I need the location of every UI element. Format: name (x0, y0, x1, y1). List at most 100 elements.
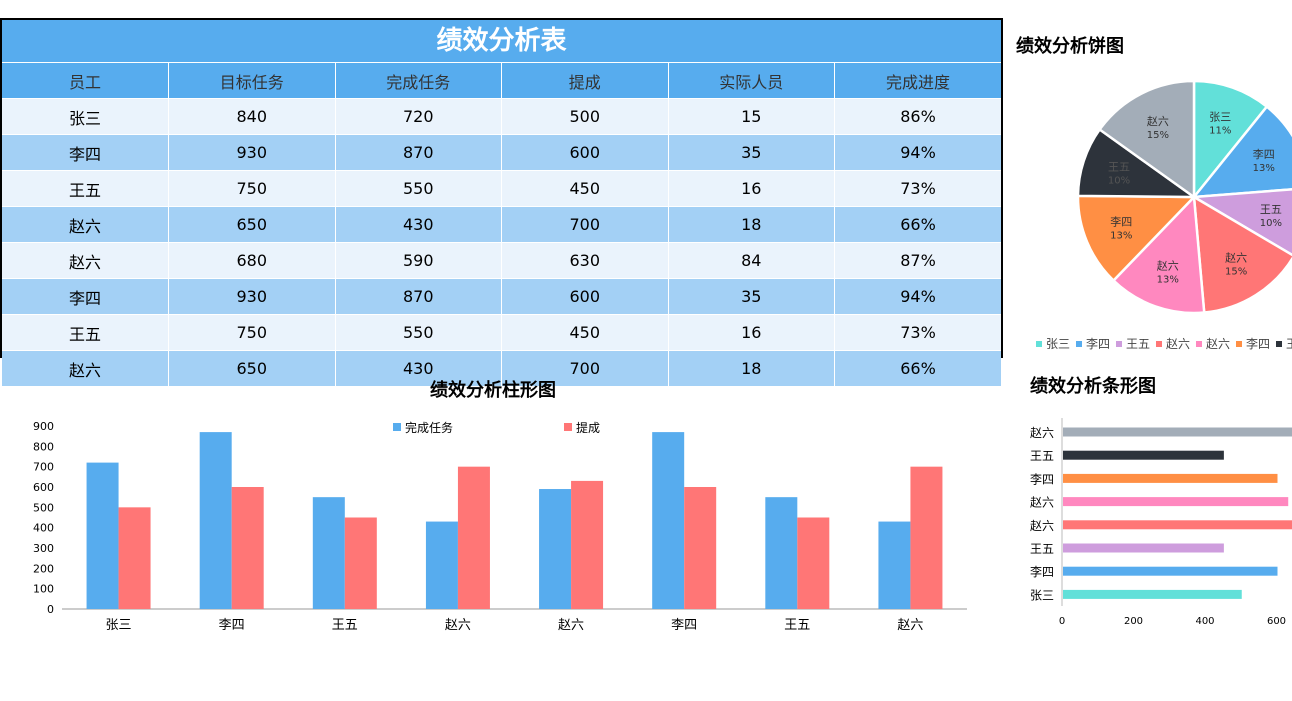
pie-legend-label: 赵六 (1166, 337, 1190, 351)
y-tick-label: 900 (33, 420, 54, 433)
pie-slice-category-label: 王五 (1108, 161, 1130, 174)
pie-legend-label: 王五 (1126, 337, 1150, 351)
pie-legend-label: 王 (1286, 337, 1292, 351)
table-header-cell: 员工 (2, 62, 169, 99)
pie-slice (1192, 194, 1292, 314)
table-cell: 450 (501, 170, 669, 207)
table-cell: 700 (501, 206, 669, 243)
hbar-category-label: 王五 (1030, 542, 1054, 556)
table-cell: 930 (168, 278, 336, 315)
table-cell: 550 (335, 170, 502, 207)
table-header-cell: 目标任务 (168, 62, 336, 99)
column-chart: 0 100 200 300 400 500 600 700 800 900 张三 李四 王五 赵六 赵六 李四… (33, 420, 967, 633)
pie-slice-category-label: 李四 (1110, 214, 1132, 228)
table-row: 赵六 650 430 700 18 66% (2, 350, 1001, 386)
pie-slice (1076, 194, 1197, 283)
table-body: 张三 840 720 500 15 86% 李四 930 870 600 35 94% 王五 750 550… (2, 98, 1001, 386)
pie-legend-swatch (1196, 341, 1202, 347)
pie-slice (1189, 188, 1292, 257)
pie-slice-percent-label: 13% (1253, 163, 1275, 174)
table-cell: 430 (335, 206, 502, 243)
column-legend-swatch (393, 423, 401, 431)
pie-chart: 张三 11% 李四 13% 王五 10% 赵六 15% 赵六 13% 李四 13% 王五 10% 赵六 15%… (1036, 79, 1292, 351)
table-row: 赵六 650 430 700 18 66% (2, 206, 1001, 243)
table-title: 绩效分析表 (2, 20, 1001, 62)
table-cell: 86% (834, 98, 1001, 135)
column-bar (684, 487, 717, 609)
column-bar (652, 432, 685, 609)
column-legend-swatch (564, 423, 572, 431)
column-bar (910, 466, 943, 609)
table-cell: 650 (168, 350, 336, 386)
x-tick-label: 张三 (106, 618, 132, 633)
column-bar (765, 497, 798, 609)
table-cell: 35 (668, 278, 835, 315)
table-header-cell: 完成进度 (834, 62, 1001, 99)
table-cell: 18 (668, 206, 835, 243)
hbar-category-label: 赵六 (1030, 496, 1054, 510)
x-tick-label: 赵六 (445, 618, 471, 633)
table-cell: 600 (501, 134, 669, 171)
pie-slice-percent-label: 13% (1110, 230, 1132, 241)
pie-legend-label: 张三 (1046, 337, 1070, 351)
column-legend-label: 完成任务 (405, 420, 453, 435)
pie-legend-swatch (1116, 341, 1122, 347)
table-cell: 赵六 (2, 206, 169, 243)
pie-slice-category-label: 张三 (1209, 111, 1231, 124)
hbar-category-label: 王五 (1030, 449, 1054, 463)
y-tick-label: 0 (47, 603, 54, 616)
table-row: 王五 750 550 450 16 73% (2, 314, 1001, 351)
table-cell: 73% (834, 170, 1001, 207)
pie-slice-percent-label: 15% (1147, 130, 1169, 141)
pie-slice-category-label: 李四 (1253, 147, 1275, 161)
table-cell: 35 (668, 134, 835, 171)
table-cell: 张三 (2, 98, 169, 135)
table-cell: 590 (335, 242, 502, 279)
pie-slice-percent-label: 13% (1157, 274, 1179, 285)
table-cell: 840 (168, 98, 336, 135)
pie-legend-label: 李四 (1086, 336, 1110, 351)
table-cell: 李四 (2, 278, 169, 315)
table-header-cell: 提成 (501, 62, 669, 99)
pie-slice-percent-label: 15% (1225, 267, 1247, 278)
column-chart-title: 绩效分析柱形图 (430, 380, 556, 401)
pie-slice (1191, 104, 1292, 199)
y-tick-label: 500 (33, 501, 54, 514)
hbar-bar (1063, 589, 1242, 599)
table-cell: 930 (168, 134, 336, 171)
hbar-bar (1063, 543, 1224, 553)
column-bar (344, 517, 377, 609)
pie-legend-label: 李四 (1246, 336, 1270, 351)
pie-legend-swatch (1236, 341, 1242, 347)
pie-slice-percent-label: 10% (1260, 218, 1282, 229)
table-cell: 赵六 (2, 242, 169, 279)
table-cell: 700 (501, 350, 669, 386)
table-cell: 650 (168, 206, 336, 243)
column-bar (118, 507, 151, 609)
x-tick-label: 李四 (671, 618, 697, 633)
table-cell: 750 (168, 314, 336, 351)
table-header-cell: 实际人员 (668, 62, 835, 99)
table-cell: 王五 (2, 170, 169, 207)
table-row: 李四 930 870 600 35 94% (2, 134, 1001, 171)
x-tick-label: 赵六 (558, 618, 584, 633)
column-bar (878, 521, 911, 609)
column-bar (199, 432, 232, 609)
hbar-x-tick-label: 600 (1267, 616, 1286, 627)
table-cell: 18 (668, 350, 835, 386)
y-tick-label: 600 (33, 481, 54, 494)
pie-slice-category-label: 王五 (1260, 203, 1282, 216)
table-cell: 500 (501, 98, 669, 135)
hbar-category-label: 张三 (1030, 588, 1054, 602)
table-cell: 550 (335, 314, 502, 351)
table-cell: 15 (668, 98, 835, 135)
table-cell: 87% (834, 242, 1001, 279)
column-bar (231, 487, 264, 609)
table-cell: 66% (834, 206, 1001, 243)
pie-slice-category-label: 赵六 (1147, 114, 1169, 128)
pie-legend-swatch (1156, 341, 1162, 347)
table-row: 李四 930 870 600 35 94% (2, 278, 1001, 315)
y-tick-label: 400 (33, 522, 54, 535)
hbar-x-tick-label: 0 (1059, 616, 1065, 627)
